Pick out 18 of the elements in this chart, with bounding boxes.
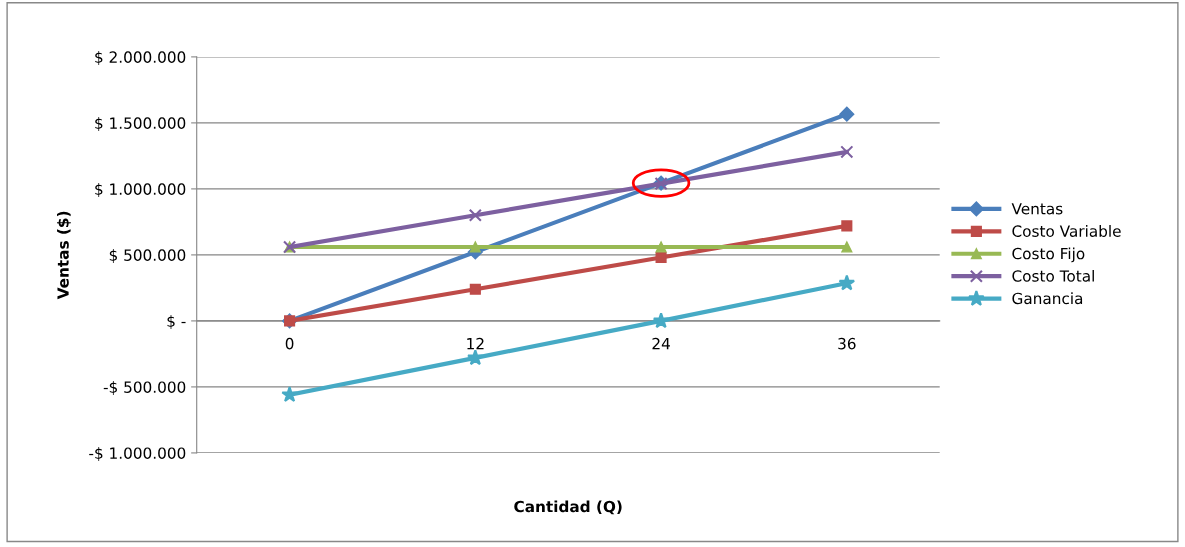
y-tick-label: $ 1.000.000 (95, 183, 186, 197)
legend-label: Costo Variable (1012, 225, 1121, 237)
y-tick-label: $ - (167, 315, 186, 329)
x-tick-label: 0 (285, 337, 294, 350)
legend-label: Costo Total (1012, 269, 1094, 282)
legend-label: Ventas (1011, 203, 1063, 215)
y-tick-label: $ 2.000.000 (95, 51, 186, 65)
x-tick-label: 12 (467, 337, 484, 350)
legend-label: Costo Fijo (1012, 247, 1085, 263)
y-tick-label: -$ 500.000 (103, 381, 186, 395)
y-tick-label: -$ 1.000.000 (89, 447, 186, 461)
y-tick-label: $ 1.500.000 (95, 117, 186, 131)
legend-label: Ganancia (1012, 292, 1083, 305)
y-axis-title: Ventas ($) (57, 211, 71, 300)
x-axis-title: Cantidad (Q) (514, 500, 622, 515)
y-tick-label: $ 500.000 (109, 249, 186, 263)
x-tick-label: 24 (652, 337, 670, 350)
x-tick-label: 36 (838, 337, 856, 350)
